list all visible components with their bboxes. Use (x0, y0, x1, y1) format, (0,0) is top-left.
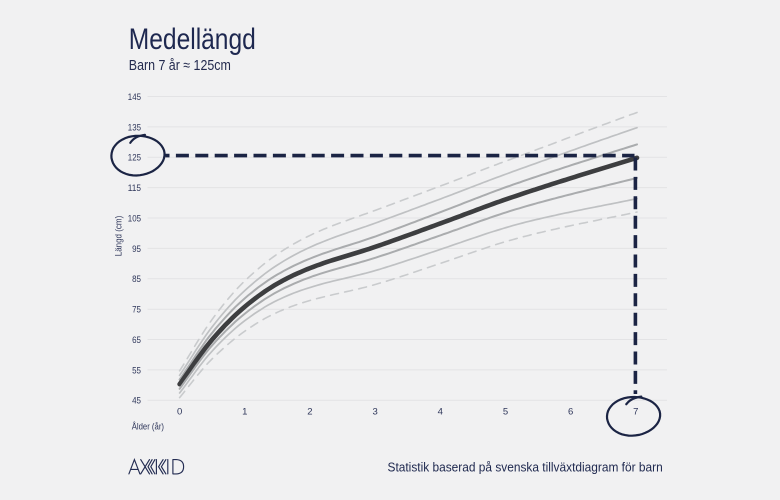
svg-text:115: 115 (128, 183, 141, 194)
svg-text:Ålder (år): Ålder (år) (132, 421, 164, 432)
svg-text:145: 145 (128, 92, 141, 103)
svg-text:75: 75 (132, 305, 141, 316)
svg-text:125: 125 (128, 153, 141, 164)
svg-text:55: 55 (132, 365, 141, 376)
svg-text:2: 2 (307, 407, 312, 418)
svg-text:4: 4 (438, 407, 443, 418)
svg-text:85: 85 (132, 274, 141, 285)
svg-text:6: 6 (568, 407, 573, 418)
svg-text:Barn 7 år ≈ 125cm: Barn 7 år ≈ 125cm (129, 58, 231, 74)
svg-text:Statistik baserad på svenska t: Statistik baserad på svenska tillväxtdia… (388, 459, 663, 474)
svg-text:65: 65 (132, 335, 141, 346)
svg-text:Längd (cm): Längd (cm) (114, 216, 125, 257)
svg-text:7: 7 (633, 407, 638, 418)
svg-text:105: 105 (128, 213, 141, 224)
svg-text:3: 3 (372, 407, 377, 418)
svg-text:Medellängd: Medellängd (129, 23, 256, 56)
svg-text:5: 5 (503, 407, 508, 418)
svg-text:1: 1 (242, 407, 247, 418)
svg-text:135: 135 (128, 122, 141, 133)
svg-text:95: 95 (132, 244, 141, 255)
svg-text:0: 0 (177, 407, 182, 418)
svg-text:45: 45 (132, 396, 141, 407)
